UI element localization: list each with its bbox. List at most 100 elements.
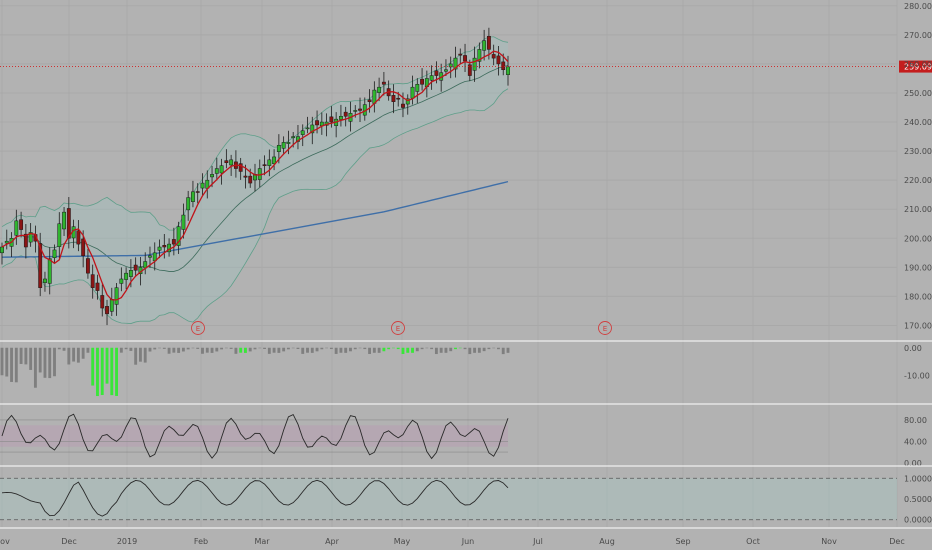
histogram-bar: [148, 347, 152, 352]
histogram-bar: [415, 347, 419, 352]
histogram-bar: [477, 347, 481, 353]
candle-body: [181, 214, 186, 230]
histogram-bar: [43, 347, 47, 378]
histogram-bar: [501, 347, 505, 355]
indicator-pane-histogram: 0.00 -10.00: [0, 344, 930, 397]
indicator-pane-correlation: 1.0000 0.5000 0.0000: [0, 474, 932, 525]
histogram-bar: [196, 347, 200, 349]
candle-body: [291, 136, 296, 139]
candle-body: [262, 164, 267, 166]
last-price-label: 259.09: [904, 63, 932, 72]
candle-body: [377, 86, 382, 93]
candle-body: [501, 61, 506, 70]
candle-body: [62, 211, 66, 230]
histogram-bar: [263, 347, 266, 349]
candle-body: [100, 295, 105, 309]
histogram-bar: [53, 347, 56, 377]
band-line: [1, 88, 509, 324]
histogram-bar: [158, 347, 161, 349]
histogram-bar: [29, 347, 33, 370]
histogram-bar: [286, 347, 290, 350]
indicator-2-tick-label: 80.00: [904, 416, 927, 425]
histogram-bar: [124, 347, 128, 350]
oscillator-band: [0, 425, 508, 447]
candle-body: [224, 160, 229, 163]
time-tick-label: Sep: [675, 537, 690, 546]
histogram-bar: [191, 347, 195, 349]
candle-body: [463, 55, 467, 62]
indicator-3-tick-label: 0.5000: [904, 495, 932, 504]
time-tick-label: Nov: [821, 537, 837, 546]
indicator-2-tick-label: 40.00: [904, 437, 927, 446]
candle-body: [281, 142, 286, 149]
time-tick-label: Jun: [461, 537, 475, 546]
histogram-bar: [353, 347, 357, 350]
candle-body: [381, 81, 386, 85]
time-tick-label: Nov: [0, 537, 10, 546]
candle-body: [119, 278, 124, 284]
indicator-1-tick-label: -10.00: [904, 371, 930, 380]
candle-body: [444, 69, 448, 72]
candle-body: [14, 220, 19, 236]
price-tick-label: 220.00: [904, 176, 932, 185]
histogram-bar: [320, 347, 324, 350]
histogram-bar: [363, 347, 367, 350]
histogram-bar: [215, 347, 219, 352]
price-tick-label: 250.00: [904, 89, 932, 98]
histogram-bar: [181, 347, 185, 352]
candle-body: [43, 278, 47, 283]
candle-body: [66, 208, 71, 239]
histogram-bar: [401, 347, 405, 355]
histogram-bar: [172, 347, 176, 353]
histogram-bar: [48, 347, 52, 379]
histogram-bar: [162, 347, 166, 349]
histogram-bar: [253, 347, 257, 350]
histogram-bar: [19, 347, 23, 364]
earnings-label: E: [603, 325, 607, 333]
short-ma-line: [1, 50, 509, 301]
candle-body: [353, 110, 358, 112]
histogram-bar: [387, 347, 391, 350]
histogram-bar: [382, 347, 386, 352]
histogram-bar: [210, 347, 214, 353]
candle-body: [486, 35, 491, 50]
histogram-bar: [487, 347, 491, 350]
candle-body: [81, 238, 86, 256]
time-tick-label: Feb: [194, 537, 208, 546]
histogram-bar: [33, 347, 37, 388]
candle-body: [86, 258, 90, 274]
candle-body: [19, 219, 24, 230]
candle-body: [4, 240, 9, 244]
time-tick-label: Dec: [61, 537, 76, 546]
histogram-bar: [110, 347, 114, 396]
candle-body: [496, 55, 501, 65]
candle-body: [238, 163, 243, 172]
candle-body: [38, 243, 43, 288]
histogram-bar: [244, 347, 247, 353]
last-price-badge: [899, 60, 932, 73]
histogram-bar: [368, 347, 371, 354]
long-ma-line: [1, 180, 509, 258]
histogram-bar: [201, 347, 204, 354]
price-axis[interactable]: 280.00 270.00 260.00 250.00 240.00 230.00 220.…: [904, 2, 932, 331]
histogram-bar: [96, 347, 99, 397]
candle-body: [157, 246, 162, 251]
pane-separators[interactable]: [0, 340, 932, 529]
candle-body: [124, 272, 129, 280]
histogram-bar: [167, 347, 171, 354]
histogram-bar: [5, 347, 9, 377]
candle-body: [148, 255, 152, 258]
indicator-3-tick-label: 0.0000: [904, 516, 932, 525]
candle-body: [128, 270, 133, 277]
time-tick-label: Mar: [254, 537, 270, 546]
candle-body: [286, 142, 291, 144]
candle-body: [47, 258, 52, 284]
candle-body: [506, 66, 510, 75]
histogram-bar: [344, 347, 348, 353]
moving-average-line: [1, 180, 509, 258]
histogram-bar: [434, 347, 438, 355]
time-axis[interactable]: Nov Dec 2019 Feb Mar Apr May Jun Jul Aug Sep Oct Nov…: [0, 537, 905, 546]
oscillator-line: [1, 413, 509, 460]
